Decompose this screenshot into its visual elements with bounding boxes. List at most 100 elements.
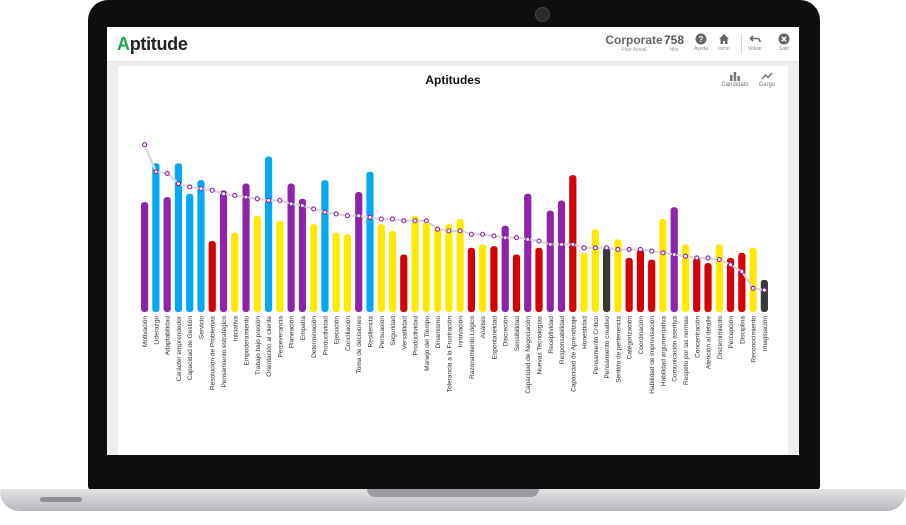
profile-point[interactable] xyxy=(536,238,542,244)
bar[interactable] xyxy=(298,198,306,312)
back-button[interactable]: Volver xyxy=(742,33,768,52)
profile-point[interactable] xyxy=(716,257,722,263)
bar[interactable] xyxy=(636,249,645,312)
bar[interactable] xyxy=(749,247,757,312)
bar[interactable] xyxy=(648,259,656,312)
profile-point[interactable] xyxy=(649,248,655,254)
bar[interactable] xyxy=(219,190,228,312)
profile-point[interactable] xyxy=(356,213,362,219)
profile-point[interactable] xyxy=(311,206,317,212)
profile-point[interactable] xyxy=(175,181,181,187)
position-view-button[interactable]: Cargo xyxy=(750,71,784,88)
profile-point[interactable] xyxy=(254,196,260,202)
bar[interactable] xyxy=(467,247,475,312)
profile-point[interactable] xyxy=(671,251,677,258)
bar[interactable] xyxy=(614,239,622,312)
profile-point[interactable] xyxy=(570,241,576,247)
bar[interactable] xyxy=(400,254,408,312)
bar[interactable] xyxy=(704,262,712,312)
exit-button[interactable]: Salir xyxy=(771,33,797,52)
bar[interactable] xyxy=(603,246,611,312)
bar[interactable] xyxy=(174,163,183,312)
profile-point[interactable] xyxy=(299,202,305,209)
profile-point[interactable] xyxy=(637,246,643,253)
bar[interactable] xyxy=(310,224,318,312)
bar[interactable] xyxy=(693,257,701,312)
bar[interactable] xyxy=(197,180,205,312)
bar[interactable] xyxy=(366,171,374,312)
bar[interactable] xyxy=(681,244,690,312)
bar[interactable] xyxy=(434,227,442,313)
bar[interactable] xyxy=(445,224,453,312)
profile-point[interactable] xyxy=(592,245,598,251)
profile-point[interactable] xyxy=(604,245,610,251)
profile-point[interactable] xyxy=(164,170,170,176)
profile-point[interactable] xyxy=(615,246,621,253)
bar[interactable] xyxy=(242,183,250,312)
profile-point[interactable] xyxy=(232,192,238,198)
bar[interactable] xyxy=(557,200,566,312)
profile-point[interactable] xyxy=(322,209,328,215)
help-button[interactable]: ? Ayuda xyxy=(688,33,714,52)
bar[interactable] xyxy=(490,246,498,312)
profile-point[interactable] xyxy=(728,262,734,268)
bar[interactable] xyxy=(208,241,216,312)
bar[interactable] xyxy=(287,183,295,312)
profile-point[interactable] xyxy=(660,250,666,256)
profile-point[interactable] xyxy=(626,246,632,253)
home-button[interactable]: Inicio xyxy=(711,33,737,52)
profile-point[interactable] xyxy=(513,235,520,241)
bar[interactable] xyxy=(501,225,509,312)
profile-point[interactable] xyxy=(558,241,565,247)
bar[interactable] xyxy=(738,252,746,312)
bar[interactable] xyxy=(760,279,768,312)
bar[interactable] xyxy=(411,215,419,312)
profile-point[interactable] xyxy=(423,218,429,224)
profile-point[interactable] xyxy=(694,255,700,261)
profile-point[interactable] xyxy=(389,216,396,222)
profile-point[interactable] xyxy=(457,228,463,234)
profile-point[interactable] xyxy=(153,169,159,175)
profile-point[interactable] xyxy=(761,287,767,293)
bar[interactable] xyxy=(422,222,430,312)
bar[interactable] xyxy=(355,192,363,312)
bar[interactable] xyxy=(377,224,385,312)
bar[interactable] xyxy=(591,229,599,312)
bar[interactable] xyxy=(546,210,554,312)
profile-point[interactable] xyxy=(581,245,587,251)
profile-point[interactable] xyxy=(220,191,227,197)
bar[interactable] xyxy=(231,232,239,312)
bar[interactable] xyxy=(659,219,667,312)
bar[interactable] xyxy=(152,163,160,312)
bar[interactable] xyxy=(163,197,171,312)
bar[interactable] xyxy=(264,156,273,312)
bar[interactable] xyxy=(479,244,487,312)
bar[interactable] xyxy=(512,254,521,312)
profile-point[interactable] xyxy=(288,201,294,207)
profile-point[interactable] xyxy=(491,233,497,239)
profile-point[interactable] xyxy=(682,253,689,259)
profile-point[interactable] xyxy=(277,197,283,204)
bar[interactable] xyxy=(141,202,149,312)
profile-point[interactable] xyxy=(547,241,553,247)
profile-point[interactable] xyxy=(502,235,508,241)
profile-point[interactable] xyxy=(243,194,249,200)
profile-point[interactable] xyxy=(412,218,418,224)
profile-point[interactable] xyxy=(344,213,351,219)
profile-point[interactable] xyxy=(468,231,474,237)
profile-point[interactable] xyxy=(446,228,452,234)
profile-point[interactable] xyxy=(750,285,756,291)
profile-point[interactable] xyxy=(142,142,148,148)
bar[interactable] xyxy=(715,244,723,312)
profile-point[interactable] xyxy=(209,187,215,193)
bar[interactable] xyxy=(332,232,340,312)
profile-point[interactable] xyxy=(378,216,384,222)
profile-point[interactable] xyxy=(705,255,711,261)
profile-point[interactable] xyxy=(266,197,272,204)
bar[interactable] xyxy=(253,215,261,312)
profile-point[interactable] xyxy=(739,268,745,274)
profile-point[interactable] xyxy=(480,231,486,237)
app-logo[interactable]: Aptitude xyxy=(117,34,188,54)
profile-point[interactable] xyxy=(401,218,407,224)
bar[interactable] xyxy=(535,247,543,312)
